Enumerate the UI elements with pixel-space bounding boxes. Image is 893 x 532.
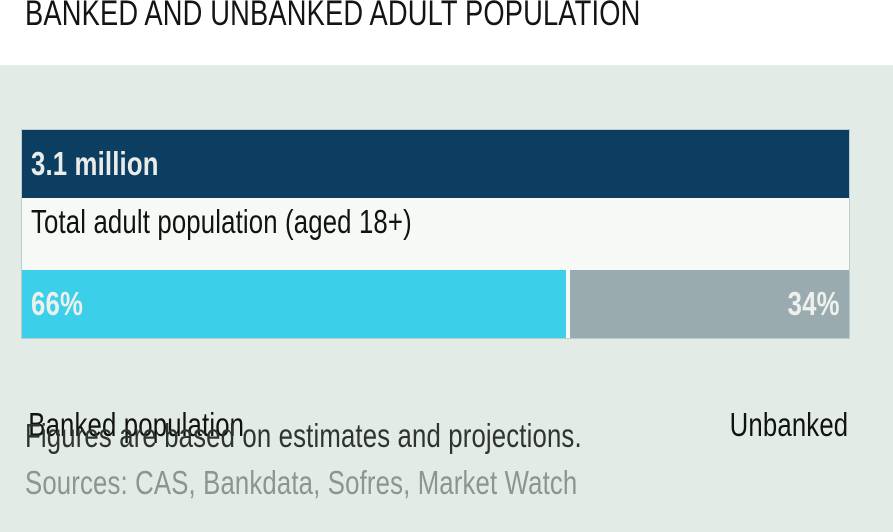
chart-panel: 3.1 million Total adult population (aged… [0,65,893,532]
total-population-label: Total adult population (aged 18+) [31,203,412,240]
footnote-text: Figures are based on estimates and proje… [25,417,582,454]
banked-segment: 66% [22,270,566,338]
banked-unbanked-bar: 66% 34% [22,270,849,338]
page-title: BANKED AND UNBANKED ADULT POPULATION [25,0,814,34]
total-population-value: 3.1 million [31,145,159,182]
total-population-bar: 3.1 million [22,130,849,198]
sources-text: Sources: CAS, Bankdata, Sofres, Market W… [25,464,578,501]
sources-line: Sources: CAS, Bankdata, Sofres, Market W… [25,464,733,502]
banked-percent: 66% [31,285,83,322]
footnote: Figures are based on estimates and proje… [25,417,739,455]
unbanked-segment: 34% [569,270,849,338]
unbanked-percent: 34% [787,285,840,322]
bar-stack: 3.1 million Total adult population (aged… [22,130,849,338]
page-title-text: BANKED AND UNBANKED ADULT POPULATION [25,0,641,33]
total-population-label-bar: Total adult population (aged 18+) [22,198,849,270]
banked-label: Banked population [28,406,245,443]
segment-labels-row: Banked population Unbanked [22,406,849,444]
unbanked-label: Unbanked [729,406,849,443]
